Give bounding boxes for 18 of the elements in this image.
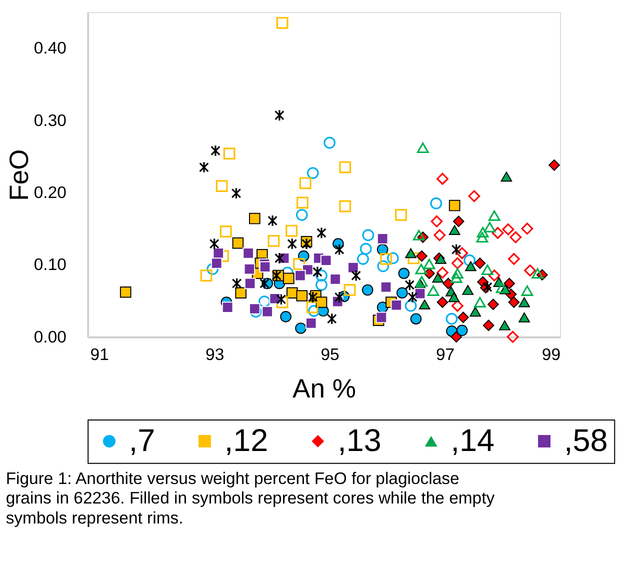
legend-label: ,12 [224, 422, 268, 458]
y-tick-label: 0.00 [34, 327, 66, 346]
legend-label: ,13 [338, 422, 382, 458]
y-tick-label: 0.30 [34, 110, 66, 130]
x-tick-label: 99 [542, 345, 561, 364]
x-tick-label: 95 [320, 345, 340, 364]
x-tick-label: 93 [206, 345, 224, 364]
y-tick-label: 0.20 [34, 182, 66, 202]
caption: Figure 1: Anorthite versus weight percent FeO for plagioclase grains in 62236. Filled in symbols represent cores while the empty symbols represent rims. [6, 469, 496, 528]
y-tick-label: 0.10 [34, 255, 66, 274]
x-axis-title: An % [292, 373, 356, 404]
y-axis-title: FeO [4, 149, 34, 201]
y-tick-label: 0.40 [34, 38, 66, 58]
x-tick-label: 91 [90, 345, 109, 364]
x-tick-label: 97 [436, 345, 455, 364]
legend-label: ,14 [450, 422, 495, 458]
legend-label: ,58 [564, 422, 608, 458]
legend-label: ,7 [128, 422, 156, 458]
